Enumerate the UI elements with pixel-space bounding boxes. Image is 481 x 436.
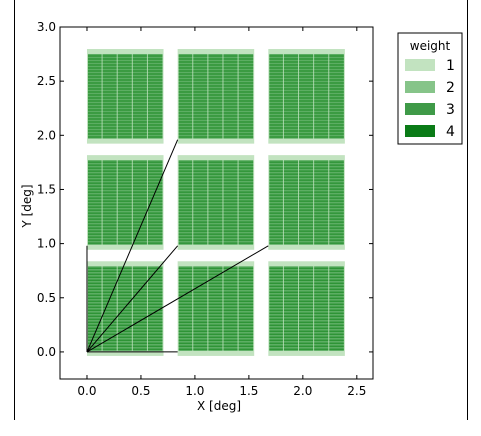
legend-swatch-1 [405, 59, 435, 71]
x-tick-label: 2.0 [293, 384, 312, 398]
legend-label-4: 4 [446, 124, 455, 140]
tile-r0-c2 [268, 261, 345, 356]
legend-swatch-2 [405, 81, 435, 93]
tile-r1-c1 [177, 155, 255, 250]
y-tick-label: 0.5 [37, 291, 56, 305]
legend-swatch-3 [405, 103, 435, 115]
tile-body [87, 53, 163, 139]
x-tick-label: 1.5 [239, 384, 258, 398]
y-tick-label: 1.0 [37, 237, 56, 251]
tile-r1-c2 [268, 155, 345, 250]
legend-swatch-4 [405, 125, 435, 137]
tile-r2-c2 [268, 48, 345, 144]
tile-r2-c0 [86, 48, 164, 144]
tile-r2-c1 [177, 48, 255, 144]
legend-title: weight [410, 39, 451, 53]
line-1 [86, 245, 179, 353]
y-axis-label: Y [deg] [20, 184, 34, 228]
y-tick-label: 1.5 [37, 182, 56, 196]
legend: weight 1 2 3 4 [397, 32, 463, 145]
line-2 [86, 245, 269, 353]
lines-layer [86, 139, 269, 353]
x-tick-label: 1.0 [185, 384, 204, 398]
tile-body [269, 53, 344, 139]
tile-body [269, 266, 344, 351]
right-frame-line [467, 0, 468, 420]
plot-frame [59, 26, 374, 380]
legend-label-3: 3 [446, 102, 455, 118]
x-tick-label: 0.5 [131, 384, 150, 398]
ticks-layer: 0.0 0.5 1.0 1.5 2.0 2.5 0.0 0.5 1.0 1.5 2.0 2.5 3.0 [37, 20, 373, 398]
tile-body [178, 160, 254, 245]
x-axis-label: X [deg] [197, 399, 241, 413]
y-tick-label: 2.0 [37, 128, 56, 142]
line-0 [86, 139, 179, 353]
legend-label-2: 2 [446, 80, 455, 96]
tile-body [178, 266, 254, 351]
x-tick-label: 0.0 [77, 384, 96, 398]
y-tick-label: 0.0 [37, 345, 56, 359]
y-tick-label: 3.0 [37, 20, 56, 34]
tile-body [178, 53, 254, 139]
y-tick-label: 2.5 [37, 74, 56, 88]
tile-body [269, 160, 344, 245]
legend-label-1: 1 [446, 58, 455, 74]
x-tick-label: 2.5 [347, 384, 366, 398]
tile-r1-c0 [86, 155, 164, 250]
left-frame-line [14, 0, 15, 420]
tile-r0-c1 [177, 261, 255, 356]
tiles-layer [86, 48, 345, 356]
